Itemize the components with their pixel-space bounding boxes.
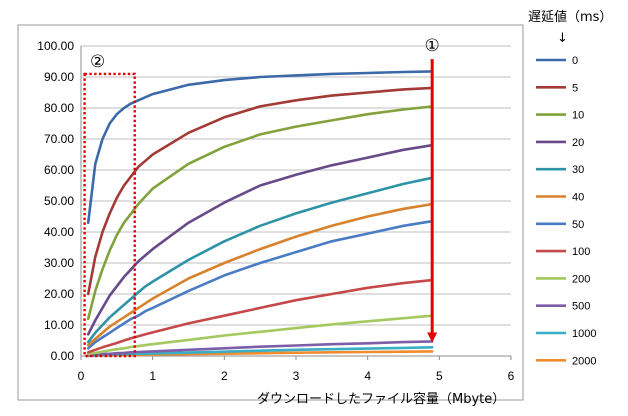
legend-label-40: 40 [572, 192, 584, 204]
x-tick-label: 5 [436, 369, 443, 383]
series-line-0 [86, 70, 434, 224]
legend-label-50: 50 [572, 219, 584, 231]
series-line-40 [86, 202, 434, 347]
legend-title: 遅延値（ms） [528, 9, 612, 25]
x-tick-label: 3 [293, 369, 300, 383]
series-line-10 [86, 105, 434, 321]
series-line-500 [86, 340, 434, 357]
y-axis-ticks: 0.00 10.00 20.00 30.00 40.00 50.00 60.00 70.00 8… [37, 39, 74, 363]
annotations: ①② [83, 36, 440, 358]
x-tick-label: 0 [78, 369, 85, 383]
legend-label-500: 500 [572, 301, 590, 313]
series-line-5 [86, 86, 434, 296]
x-tick-label: 2 [221, 369, 228, 383]
x-tick-label: 4 [364, 369, 371, 383]
x-axis-label: ダウンロードしたファイル容量（Mbyte） [257, 391, 505, 407]
y-tick-label: 80.00 [44, 101, 74, 115]
x-tick-label: 6 [508, 369, 515, 383]
series-line-20 [86, 143, 434, 336]
annotation-box-2 [83, 72, 136, 358]
y-tick-label: 30.00 [44, 256, 74, 270]
legend-label-0: 0 [572, 55, 578, 67]
annotation-label-1: ① [425, 36, 440, 56]
series-lines [86, 70, 434, 358]
legend-arrow-icon: ↓ [557, 31, 568, 46]
y-tick-label: 10.00 [44, 318, 74, 332]
series-line-30 [86, 176, 434, 344]
legend-label-200: 200 [572, 273, 590, 285]
y-tick-label: 100.00 [37, 39, 74, 53]
legend-label-5: 5 [572, 82, 578, 94]
series-line-50 [86, 219, 434, 350]
legend-label-100: 100 [572, 246, 590, 258]
y-tick-label: 40.00 [44, 225, 74, 239]
y-tick-label: 50.00 [44, 194, 74, 208]
legend-label-20: 20 [572, 137, 584, 149]
legend-label-10: 10 [572, 110, 584, 122]
y-tick-label: 60.00 [44, 163, 74, 177]
legend-label-1000: 1000 [572, 328, 596, 340]
annotation-arrowhead [427, 332, 438, 343]
y-tick-label: 20.00 [44, 287, 74, 301]
series-line-100 [86, 278, 434, 354]
y-tick-label: 0.00 [51, 349, 75, 363]
annotation-label-2: ② [90, 52, 105, 72]
x-tick-label: 1 [149, 369, 156, 383]
x-axis-ticks: 0 1 2 3 4 5 6 [78, 356, 515, 383]
legend-label-30: 30 [572, 164, 584, 176]
y-tick-label: 70.00 [44, 132, 74, 146]
legend-label-2000: 2000 [572, 355, 596, 367]
series-line-200 [86, 314, 434, 356]
legend: 0 5 10 20 30 40 50 100 200 500 1000 2000 [536, 55, 596, 367]
y-tick-label: 90.00 [44, 70, 74, 84]
